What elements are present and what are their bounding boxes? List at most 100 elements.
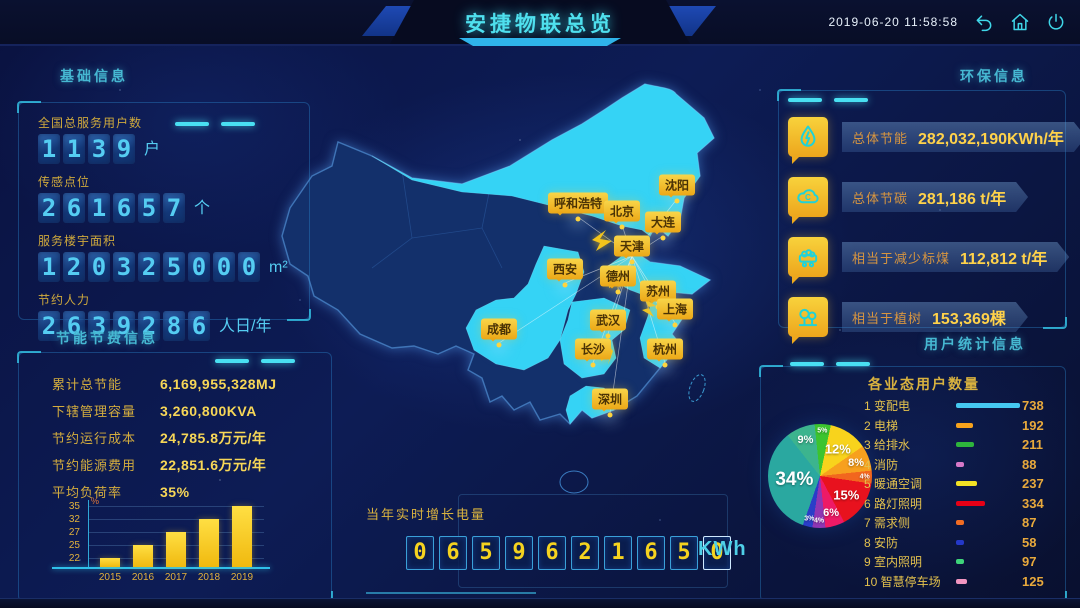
home-icon[interactable] xyxy=(1010,12,1030,32)
city-dot xyxy=(672,322,678,328)
city-label[interactable]: 杭州 xyxy=(646,338,684,362)
basic-info-panel: 基础信息 全国总服务用户数 1 1 3 9 户传感点位 2 6 1 6 5 7 个服务楼宇面积 1 2 0 3 2… xyxy=(17,58,311,341)
city-dot xyxy=(496,342,502,348)
env-row: C 总体节碳 281,186 t/年 xyxy=(788,176,1062,224)
bar xyxy=(166,532,186,567)
city-label[interactable]: 上海 xyxy=(656,298,694,322)
bar xyxy=(199,519,219,567)
legend-value: 334 xyxy=(1022,495,1044,511)
env-banner: 相当于植树 153,369棵 xyxy=(842,302,1028,332)
energy-row-value: 6,169,955,328MJ xyxy=(160,375,277,392)
counter-label: 当年实时增长电量 xyxy=(366,507,487,522)
legend-color-bar xyxy=(956,559,964,565)
pie-slice-label: 9% xyxy=(797,434,814,447)
digit-tile: 0 xyxy=(88,252,110,282)
digit-tile: 2 xyxy=(38,193,60,223)
legend-item: 4 消防 88 xyxy=(864,455,1056,475)
environment-panel: 环保信息 总体节能 282,032,190KWh/年 C 总体节碳 281,18 xyxy=(777,58,1066,344)
city-label[interactable]: 西安 xyxy=(546,258,584,282)
city-label[interactable]: 天津 xyxy=(613,235,651,259)
counter-digit: 6 xyxy=(637,536,665,570)
digit-tile: 1 xyxy=(38,134,60,164)
stat-label: 服务楼宇面积 xyxy=(38,234,117,248)
city-dot xyxy=(660,235,666,241)
energy-row: 下辖管理容量 3,260,800KVA xyxy=(52,397,324,424)
digit-tile: 9 xyxy=(113,134,135,164)
pie-slice-label: 15% xyxy=(833,487,860,503)
legend-value: 125 xyxy=(1022,573,1044,589)
legend-value: 192 xyxy=(1022,417,1044,433)
y-tick-label: 25 xyxy=(68,540,80,551)
env-value: 112,812 t/年 xyxy=(960,251,1048,268)
stat-unit: 个 xyxy=(194,200,211,217)
digit-tile: 2 xyxy=(38,311,60,341)
dash-decoration xyxy=(215,359,295,363)
city-label[interactable]: 苏州 xyxy=(639,280,677,304)
city-label[interactable]: 德州 xyxy=(599,265,637,289)
counter-digit: 6 xyxy=(538,536,566,570)
legend-value: 211 xyxy=(1022,437,1043,453)
users-subtitle: 各业态用户数量 xyxy=(868,376,980,392)
city-label[interactable]: 长沙 xyxy=(574,338,612,362)
y-tick-label: 32 xyxy=(68,514,80,525)
city-dot xyxy=(615,289,621,295)
legend-item: 8 安防 58 xyxy=(864,533,1056,553)
legend-value: 87 xyxy=(1022,515,1037,531)
pie-slice-label: 6% xyxy=(823,506,840,519)
digit-tile: 6 xyxy=(63,193,85,223)
env-banner: 相当于减少标煤 112,812 t/年 xyxy=(842,242,1069,272)
legend-value: 88 xyxy=(1022,456,1037,472)
energy-row-label: 累计总节能 xyxy=(52,377,123,392)
env-rows: 总体节能 282,032,190KWh/年 C 总体节碳 281,186 t/年 xyxy=(782,116,1062,356)
digit-tile: 8 xyxy=(163,311,185,341)
city-label[interactable]: 大连 xyxy=(644,211,682,235)
digit-tile: 6 xyxy=(113,193,135,223)
env-label: 相当于减少标煤 xyxy=(852,250,951,266)
city-label[interactable]: 沈阳 xyxy=(658,174,696,198)
env-row: 相当于植树 153,369棵 xyxy=(788,296,1062,344)
pie-slice-label: 34% xyxy=(775,469,814,491)
energy-row-label: 节约运行成本 xyxy=(52,431,137,446)
dash-decoration xyxy=(790,362,870,366)
legend-item: 6 路灯照明 334 xyxy=(864,494,1056,514)
env-label: 相当于植树 xyxy=(852,310,923,326)
legend-color-bar xyxy=(956,442,974,448)
stat-label: 全国总服务用户数 xyxy=(38,116,143,130)
bar xyxy=(133,545,153,567)
legend-item: 9 室内照明 97 xyxy=(864,552,1056,572)
back-icon[interactable] xyxy=(974,12,994,32)
legend-color-bar xyxy=(956,422,973,428)
env-banner: 总体节能 282,032,190KWh/年 xyxy=(842,122,1080,152)
env-banner: 总体节碳 281,186 t/年 xyxy=(842,182,1028,212)
map-taiwan xyxy=(688,374,706,402)
energy-row-value: 22,851.6万元/年 xyxy=(160,456,267,473)
city-dot xyxy=(605,333,611,339)
digit-tile: 0 xyxy=(238,252,260,282)
basic-stats-list: 全国总服务用户数 1 1 3 9 户传感点位 2 6 1 6 5 7 个服务楼宇面积 1 2 0 3 2 5 0 0 0 m… xyxy=(38,114,302,350)
city-dot xyxy=(590,362,596,368)
power-icon[interactable] xyxy=(1046,12,1066,32)
x-tick-label: 2019 xyxy=(230,572,254,583)
legend-value: 738 xyxy=(1022,398,1044,414)
legend-item: 5 暖通空调 237 xyxy=(864,474,1056,494)
env-value: 282,032,190KWh/年 xyxy=(918,131,1064,148)
header-title-trapezoid xyxy=(390,0,690,44)
stat-group: 服务楼宇面积 1 2 0 3 2 5 0 0 0 m² xyxy=(38,232,302,282)
city-label[interactable]: 成都 xyxy=(480,318,518,342)
city-label[interactable]: 武汉 xyxy=(589,309,627,333)
city-label[interactable]: 深圳 xyxy=(591,388,629,412)
header-bar: 安捷物联总览 2019-06-20 11:58:58 xyxy=(0,0,1080,46)
stat-label: 节约人力 xyxy=(38,293,91,307)
y-axis xyxy=(88,500,89,567)
user-category-legend: 1 变配电 738 2 电梯 192 3 给排水 211 4 消防 88 5 暖通空调 237 6 … xyxy=(864,396,1056,591)
panel-title-env: 环保信息 xyxy=(960,68,1028,84)
energy-row-label: 平均负荷率 xyxy=(52,485,123,500)
svg-text:C: C xyxy=(805,193,811,202)
city-label[interactable]: 北京 xyxy=(603,200,641,224)
digit-tile: 1 xyxy=(88,193,110,223)
stat-unit: 户 xyxy=(144,141,161,158)
city-label[interactable]: 呼和浩特 xyxy=(547,192,609,216)
